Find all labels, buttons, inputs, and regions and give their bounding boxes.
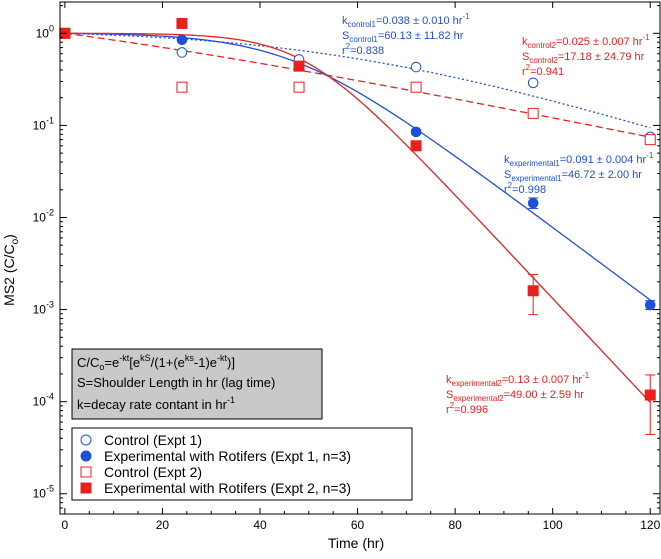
- legend-label-control2: Control (Expt 2): [104, 464, 202, 480]
- annotation-experimental2: kexperimental2=0.13 ± 0.007 hr-1 Sexperi…: [446, 371, 590, 416]
- data-point-series-3: [176, 17, 188, 29]
- data-point-series-3: [293, 60, 305, 72]
- annotation-control2: kcontrol2=0.025 ± 0.007 hr-1 Scontrol2=1…: [522, 33, 650, 78]
- legend-marker-experimental1: [80, 450, 92, 462]
- legend-marker-control1: [80, 434, 92, 446]
- svg-text:Sexperimental2=49.00 ± 2.59 hr: Sexperimental2=49.00 ± 2.59 hr: [446, 389, 584, 403]
- data-point-series-1: [527, 197, 539, 209]
- x-tick-label: 60: [351, 518, 365, 532]
- data-point-series-2: [176, 81, 188, 93]
- x-tick-label: 120: [640, 518, 660, 532]
- data-point-series-1: [644, 299, 656, 311]
- fit-curve-3: [64, 32, 651, 403]
- data-point-series-0: [410, 61, 422, 73]
- fit-curve-1: [64, 32, 651, 301]
- formula-line-2: S=Shoulder Length in hr (lag time): [77, 375, 275, 390]
- plot-frame: [59, 1, 661, 515]
- data-point-series-2: [293, 81, 305, 93]
- data-point-series-2: [410, 81, 422, 93]
- data-point-series-3: [527, 285, 539, 297]
- svg-text:Sexperimental1=46.72 ± 2.00 hr: Sexperimental1=46.72 ± 2.00 hr: [504, 169, 642, 183]
- y-tick-label: 10-4: [33, 392, 54, 409]
- y-tick-label: 100: [36, 23, 54, 40]
- y-tick-label: 10-1: [33, 115, 54, 132]
- fit-curve-2: [64, 32, 651, 138]
- y-axis-title: MS2 (C/Co): [1, 234, 21, 306]
- svg-text:Scontrol2=17.18 ± 24.79 hr: Scontrol2=17.18 ± 24.79 hr: [522, 51, 645, 65]
- formula-box: C/Co=e-kt[ekS/(1+(eks-1)e-kt)] S=Shoulde…: [71, 348, 323, 420]
- annotation-experimental1: kexperimental1=0.091 ± 0.004 hr-1 Sexper…: [504, 151, 654, 196]
- formula-line-1: C/Co=e-kt[ekS/(1+(eks-1)e-kt)]: [77, 353, 235, 372]
- y-tick-label: 10-2: [33, 207, 54, 224]
- svg-text:Scontrol1=60.13 ± 11.82 hr: Scontrol1=60.13 ± 11.82 hr: [342, 30, 464, 44]
- x-axis-title: Time (hr): [328, 535, 384, 551]
- fit-curve-0: [64, 32, 651, 129]
- y-axis-ticks: 100 10-1 10-2 10-3 10-4 10-5: [33, 5, 660, 509]
- data-point-series-3: [410, 140, 422, 152]
- fit-curves: [64, 32, 651, 403]
- legend-marker-experimental2: [80, 482, 92, 494]
- data-point-series-2: [527, 107, 539, 119]
- legend-label-control1: Control (Expt 1): [104, 432, 202, 448]
- x-tick-label: 0: [62, 518, 69, 532]
- data-point-series-2: [644, 134, 656, 146]
- svg-text:r2=0.941: r2=0.941: [522, 63, 564, 78]
- svg-text:kexperimental2=0.13 ± 0.007 hr: kexperimental2=0.13 ± 0.007 hr-1: [446, 371, 590, 388]
- svg-text:kcontrol1=0.038 ± 0.010 hr-1: kcontrol1=0.038 ± 0.010 hr-1: [342, 12, 470, 29]
- legend-marker-control2: [80, 466, 92, 478]
- x-tick-label: 100: [543, 518, 563, 532]
- legend-label-experimental1: Experimental with Rotifers (Expt 1, n=3): [104, 448, 351, 464]
- svg-text:kcontrol2=0.025 ± 0.007 hr-1: kcontrol2=0.025 ± 0.007 hr-1: [522, 33, 650, 50]
- svg-text:r2=0.998: r2=0.998: [504, 181, 546, 196]
- x-axis-ticks: 0 20 40 60 80 100 120: [62, 2, 661, 532]
- svg-text:r2=0.996: r2=0.996: [446, 401, 488, 416]
- svg-text:kexperimental1=0.091 ± 0.004 h: kexperimental1=0.091 ± 0.004 hr-1: [504, 151, 654, 168]
- data-point-series-0: [176, 47, 188, 58]
- svg-text:r2=0.838: r2=0.838: [342, 42, 384, 57]
- x-tick-label: 20: [156, 518, 170, 532]
- y-tick-label: 10-3: [33, 300, 54, 317]
- formula-line-3: k=decay rate contant in hr-1: [77, 395, 235, 412]
- x-tick-label: 80: [448, 518, 462, 532]
- data-point-series-1: [410, 126, 422, 138]
- annotation-control1: kcontrol1=0.038 ± 0.010 hr-1 Scontrol1=6…: [342, 12, 470, 57]
- data-point-series-1: [176, 34, 188, 46]
- data-point-series-3: [644, 389, 656, 401]
- x-tick-label: 40: [253, 518, 267, 532]
- legend-label-experimental2: Experimental with Rotifers (Expt 2, n=3): [104, 480, 351, 496]
- y-tick-label: 10-5: [33, 484, 54, 501]
- legend: Control (Expt 1) Experimental with Rotif…: [71, 427, 413, 501]
- data-point-series-0: [527, 77, 539, 89]
